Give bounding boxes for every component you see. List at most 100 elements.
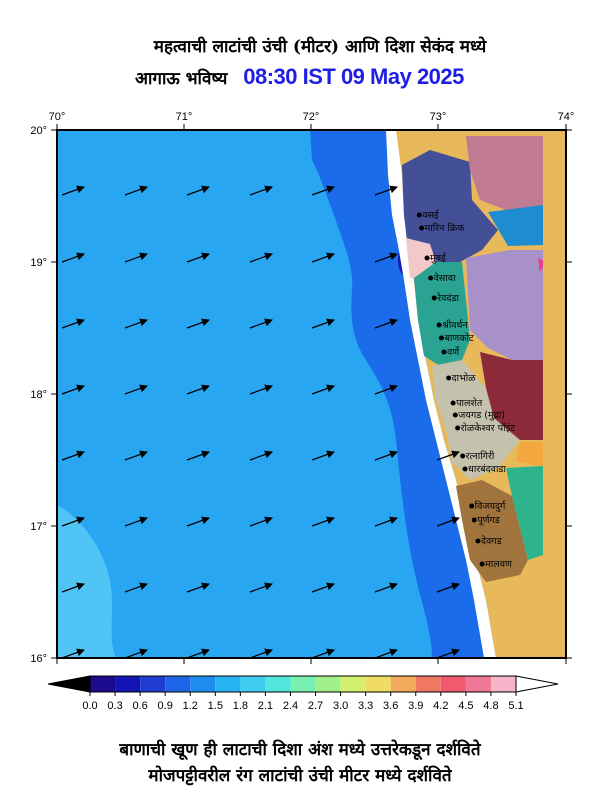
place-label: रोळकेश्वर पॉइंट — [461, 422, 516, 434]
wave-arrow — [124, 516, 148, 527]
wave-arrow — [249, 318, 273, 329]
wave-arrow — [436, 450, 460, 461]
wave-arrow — [374, 516, 398, 527]
wave-arrow — [374, 252, 398, 263]
lon-tick-label: 70° — [49, 111, 66, 123]
colorbar-tick-label: 3.3 — [358, 700, 373, 712]
map-title-line1: महत्वाची लाटांची उंची (मीटर) आणि दिशा से… — [153, 37, 487, 57]
wave-arrow — [311, 648, 335, 658]
place-dot — [416, 212, 422, 218]
footer-line2: मोजपट्टीवरील रंग लाटांची उंची मीटर मध्ये… — [148, 766, 452, 786]
colorbar-tick-label: 3.9 — [408, 700, 423, 712]
wave-arrow — [61, 582, 85, 593]
lat-tick-label: 19° — [30, 257, 47, 269]
wave-arrow — [186, 450, 210, 461]
wave-arrow — [186, 648, 210, 658]
colorbar-swatch — [90, 676, 116, 692]
wave-arrow — [311, 252, 335, 263]
colorbar-tick-label: 0.0 — [82, 700, 97, 712]
district-kolhapur — [506, 466, 543, 560]
wave-arrow — [124, 384, 148, 395]
place-dot — [438, 335, 444, 341]
place-label: पालशेत — [456, 397, 483, 409]
district-palghar-thane — [402, 150, 498, 262]
colorbar-swatch — [465, 676, 491, 692]
colorbar-swatch — [415, 676, 441, 692]
place-label: धारबंदवाडा — [468, 464, 506, 475]
wave-arrow — [186, 516, 210, 527]
footer-line1: बाणाची खूण ही लाटाची दिशा अंश मध्ये उत्त… — [119, 740, 481, 760]
colorbar-tick-label: 3.0 — [333, 700, 348, 712]
place-dot — [455, 425, 461, 431]
place-dot — [441, 349, 447, 355]
colorbar-swatch — [390, 676, 416, 692]
lat-tick-label: 18° — [30, 389, 47, 401]
wave-arrow — [186, 582, 210, 593]
axis-ticks — [51, 124, 572, 664]
colorbar-tick-label: 0.3 — [107, 700, 122, 712]
colorbar-tick-label: 4.5 — [458, 700, 473, 712]
place-label: वर्णे — [447, 346, 460, 358]
colorbar-swatch — [215, 676, 241, 692]
wave-arrow — [61, 516, 85, 527]
colorbar-swatch — [115, 676, 141, 692]
colorbar-swatch — [490, 676, 516, 692]
district-pune — [466, 250, 543, 360]
district-satara — [480, 352, 543, 440]
place-label: वेसावा — [434, 272, 456, 284]
place-label: रेवदंडा — [437, 292, 460, 304]
colorbar-swatch — [365, 676, 391, 692]
place-label: पूर्णगड — [477, 514, 501, 526]
colorbar-tick-label: 2.7 — [308, 700, 323, 712]
district-nashik — [466, 136, 543, 210]
wave-arrow — [249, 516, 273, 527]
axis-tick-labels: 70° 71° 72° 73° 74° 20° 19° 18° 17° 16° — [30, 111, 574, 665]
wave-arrow — [186, 384, 210, 395]
wave-arrow — [374, 384, 398, 395]
wave-arrow — [249, 185, 273, 196]
wave-arrow — [124, 185, 148, 196]
colorbar-swatch — [290, 676, 316, 692]
lon-tick-label: 74° — [558, 111, 575, 123]
colorbar-tick-label: 3.6 — [383, 700, 398, 712]
place-label: दाभोळ — [452, 372, 477, 384]
wave-arrow — [374, 318, 398, 329]
place-label: वसई — [422, 209, 439, 221]
wave-arrow — [124, 450, 148, 461]
colorbar-tick-label: 1.5 — [208, 700, 223, 712]
wave-arrow — [186, 252, 210, 263]
wave-arrow — [124, 318, 148, 329]
wave-arrow — [249, 582, 273, 593]
colorbar-tick-label: 1.8 — [233, 700, 248, 712]
wave-arrow — [61, 648, 85, 658]
place-dot — [462, 466, 468, 472]
colorbar-tick-label: 4.8 — [483, 700, 498, 712]
colorbar: 0.0 0.3 0.6 0.9 1.2 1.5 1.8 2.1 2.4 2.7 3.0 3.3 3.6 3… — [47, 675, 559, 712]
wave-arrow — [61, 185, 85, 196]
wave-arrow — [249, 252, 273, 263]
district-raigad — [414, 262, 470, 366]
place-label: रत्नागिरी — [466, 450, 495, 462]
colorbar-swatch — [140, 676, 166, 692]
colorbar-swatch — [340, 676, 366, 692]
wave-arrow — [311, 582, 335, 593]
forecast-label: आगाऊ भविष्य — [135, 69, 228, 89]
place-label: मालवण — [485, 559, 512, 570]
colorbar-tick-label: 5.1 — [508, 700, 523, 712]
wave-arrow — [311, 450, 335, 461]
wave-arrow — [61, 318, 85, 329]
place-label: मारिन क्रिक — [425, 222, 466, 234]
lat-tick-label: 20° — [30, 125, 47, 137]
colorbar-tick-label: 2.4 — [283, 700, 298, 712]
wave-arrow — [124, 252, 148, 263]
map-title-line2: आगाऊ भविष्य 08:30 IST 09 May 2025 — [135, 64, 464, 90]
wave-arrow — [249, 384, 273, 395]
place-dot — [475, 538, 481, 544]
place-dot — [419, 225, 425, 231]
wave-arrow — [311, 318, 335, 329]
wave-arrow — [374, 185, 398, 196]
wave-arrow — [374, 648, 398, 658]
colorbar-tick-label: 1.2 — [183, 700, 198, 712]
